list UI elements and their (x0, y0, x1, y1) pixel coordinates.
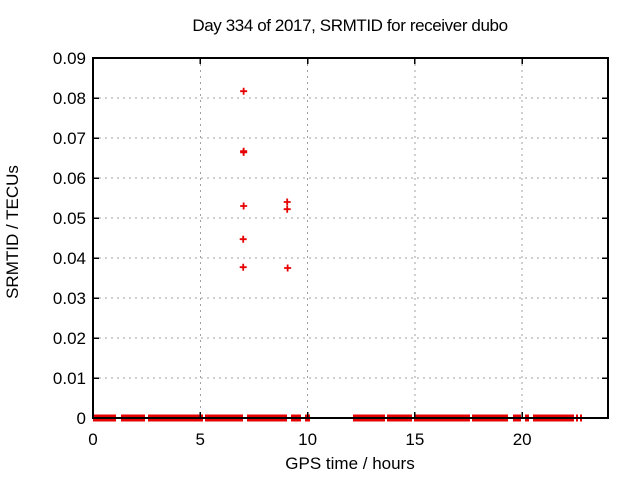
y-tick-label: 0.07 (53, 129, 86, 148)
x-axis-label: GPS time / hours (285, 454, 414, 473)
data-point-marker (239, 235, 247, 243)
x-tick-label: 10 (298, 430, 317, 449)
y-tick-label: 0.08 (53, 89, 86, 108)
x-tick-label: 5 (196, 430, 205, 449)
data-point-marker (240, 202, 248, 210)
data-point-marker (284, 264, 292, 272)
y-tick-label: 0.01 (53, 369, 86, 388)
y-tick-label: 0.03 (53, 289, 86, 308)
x-tick-label: 20 (513, 430, 532, 449)
y-tick-label: 0.04 (53, 249, 86, 268)
axis-ticks (92, 57, 608, 419)
y-tick-label: 0.09 (53, 49, 86, 68)
data-point-marker (240, 87, 248, 95)
chart-title: Day 334 of 2017, SRMTID for receiver dub… (192, 16, 507, 35)
y-tick-label: 0 (77, 409, 86, 428)
y-tick-label: 0.06 (53, 169, 86, 188)
data-point-marker (240, 148, 248, 156)
tick-labels: 0 5 10 15 20 0 0.01 0.02 0.03 0.04 0.05 0.06 0.07 0.0… (53, 49, 532, 449)
x-tick-label: 15 (405, 430, 424, 449)
y-axis-label: SRMTID / TECUs (3, 165, 22, 299)
x-tick-label: 0 (88, 430, 97, 449)
y-tick-label: 0.02 (53, 329, 86, 348)
data-point-marker (283, 205, 291, 213)
data-point-marker (239, 263, 247, 271)
grid-lines (93, 58, 608, 418)
data-point-marker (283, 198, 291, 206)
y-tick-label: 0.05 (53, 209, 86, 228)
plot-border (92, 57, 609, 419)
